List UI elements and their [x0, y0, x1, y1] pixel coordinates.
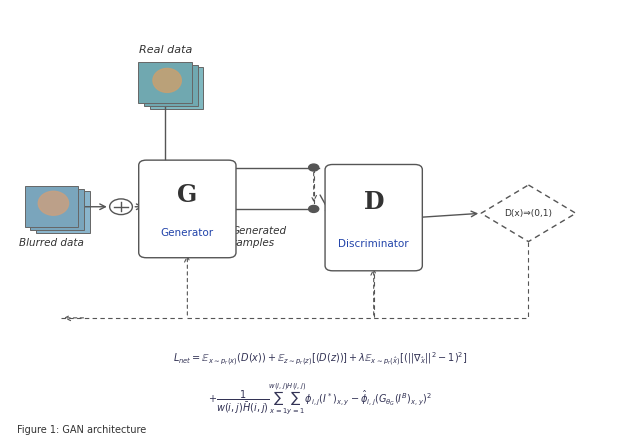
FancyBboxPatch shape — [138, 62, 192, 103]
Text: Discriminator: Discriminator — [339, 239, 409, 250]
Text: D(x)⇒(0,1): D(x)⇒(0,1) — [504, 209, 552, 218]
Circle shape — [308, 206, 319, 212]
FancyBboxPatch shape — [36, 191, 90, 233]
Text: Blurred data: Blurred data — [19, 238, 84, 248]
Text: Generated
samples: Generated samples — [232, 226, 287, 248]
FancyBboxPatch shape — [325, 164, 422, 271]
FancyBboxPatch shape — [150, 67, 204, 108]
FancyBboxPatch shape — [144, 64, 198, 106]
Ellipse shape — [153, 68, 181, 92]
Text: Real data: Real data — [138, 45, 192, 56]
Text: G: G — [177, 183, 198, 207]
Text: $+\dfrac{1}{w(i,j)\bar{H}(i,j)} \sum_{x=1}^{w(i,j)} \sum_{y=1}^{H(i,j)} \phi_{i,: $+\dfrac{1}{w(i,j)\bar{H}(i,j)} \sum_{x=… — [208, 381, 432, 416]
Ellipse shape — [38, 191, 68, 215]
Text: Generator: Generator — [161, 228, 214, 238]
FancyBboxPatch shape — [30, 189, 84, 230]
FancyBboxPatch shape — [25, 186, 78, 227]
Circle shape — [109, 199, 132, 214]
Text: $L_{net} = \mathbb{E}_{x\sim p_r(x)}(D(x)) + \mathbb{E}_{z\sim p_r(z)}[(D(z))] +: $L_{net} = \mathbb{E}_{x\sim p_r(x)}(D(x… — [173, 351, 467, 368]
Circle shape — [308, 164, 319, 171]
Text: Figure 1: GAN architecture: Figure 1: GAN architecture — [17, 425, 146, 436]
Polygon shape — [481, 185, 576, 242]
Text: D: D — [364, 190, 384, 214]
FancyBboxPatch shape — [139, 160, 236, 258]
